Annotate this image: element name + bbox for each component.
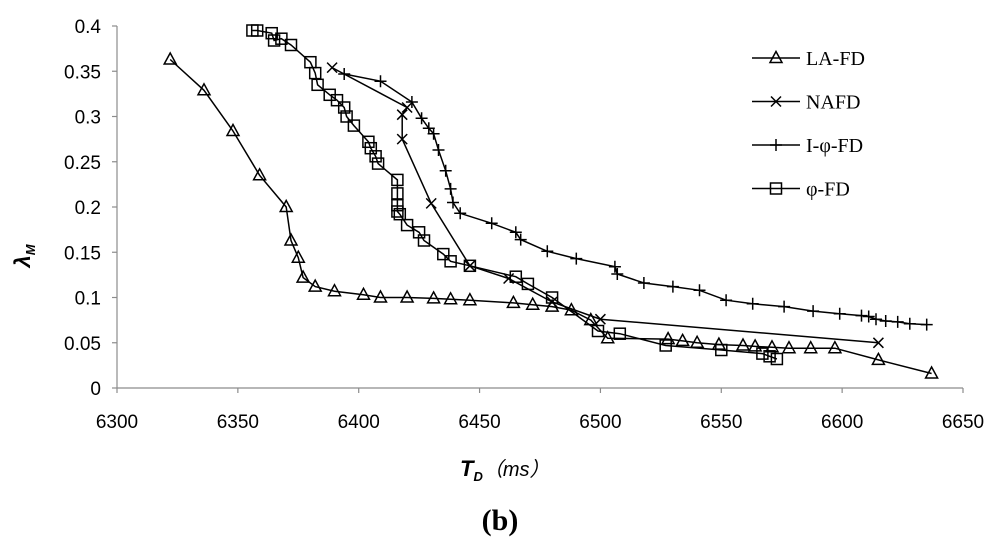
y-tick-label: 0.2 bbox=[75, 198, 101, 219]
data-point-i-fd bbox=[720, 294, 732, 306]
data-point-la-fd bbox=[445, 293, 457, 304]
data-point-la-fd bbox=[428, 292, 440, 303]
data-point-i-fd bbox=[694, 284, 706, 296]
y-tick-label: 0.15 bbox=[64, 243, 101, 264]
y-tick-label: 0.3 bbox=[75, 108, 101, 129]
y-axis-title-sub: M bbox=[23, 243, 38, 255]
figure-caption: (b) bbox=[482, 504, 519, 537]
data-point-nafd bbox=[402, 103, 412, 113]
data-point-la-fd bbox=[662, 333, 674, 344]
legend-label: φ-FD bbox=[806, 179, 850, 201]
data-point-i-fd bbox=[338, 68, 350, 80]
plot-area bbox=[164, 25, 937, 378]
legend-item: I-φ-FD bbox=[752, 135, 863, 157]
x-tick-label: 6350 bbox=[217, 412, 259, 433]
data-point-i-fd bbox=[834, 308, 846, 320]
series-nafd bbox=[327, 63, 883, 348]
data-point-i-fd bbox=[440, 165, 452, 177]
y-axis-title-main: λ bbox=[10, 255, 35, 268]
y-tick-label: 0.35 bbox=[64, 62, 101, 83]
y-tick-label: 0.1 bbox=[75, 289, 101, 310]
data-point-la-fd bbox=[464, 294, 476, 305]
data-point-la-fd bbox=[783, 342, 795, 353]
data-point-la-fd bbox=[805, 342, 817, 353]
legend-label: I-φ-FD bbox=[806, 135, 863, 157]
data-point-i-fd bbox=[447, 197, 459, 209]
data-point-la-fd bbox=[737, 339, 749, 350]
series-fd bbox=[247, 25, 783, 365]
data-point-i-fd bbox=[870, 313, 882, 325]
data-point-i-fd bbox=[445, 183, 457, 195]
data-point-la-fd bbox=[829, 342, 841, 353]
y-axis-title: λM bbox=[10, 243, 38, 268]
data-point-i-fd bbox=[611, 268, 623, 280]
data-point-la-fd bbox=[309, 280, 321, 291]
legend-item: LA-FD bbox=[752, 48, 865, 70]
data-point-i-fd bbox=[892, 316, 904, 328]
y-axis-ticks: 0 0.05 0.1 0.15 0.2 0.25 0.3 0.35 0.4 bbox=[64, 17, 117, 400]
x-tick-label: 6500 bbox=[579, 412, 621, 433]
data-point-i-fd bbox=[880, 315, 892, 327]
data-point-nafd bbox=[547, 297, 557, 307]
data-point-nafd bbox=[327, 63, 337, 73]
data-point-i-fd bbox=[778, 301, 790, 313]
data-point-nafd bbox=[426, 198, 436, 208]
legend-marker bbox=[770, 52, 782, 63]
x-tick-label: 6600 bbox=[821, 412, 863, 433]
series-line-nafd bbox=[332, 68, 878, 343]
legend: LA-FD NAFD I-φ-FD φ-FD bbox=[752, 48, 865, 201]
data-point-i-fd bbox=[433, 144, 445, 156]
axes: 6300 6350 6400 6450 6500 6550 6600 6650 0 0.05 0.… bbox=[64, 17, 984, 433]
legend-marker bbox=[770, 139, 782, 151]
x-axis-ticks: 6300 6350 6400 6450 6500 6550 6600 6650 bbox=[96, 388, 984, 433]
series-line-fd bbox=[252, 31, 777, 360]
data-point-i-fd bbox=[863, 311, 875, 323]
data-point-i-fd bbox=[609, 261, 621, 273]
y-tick-label: 0.4 bbox=[75, 17, 102, 38]
y-tick-label: 0 bbox=[90, 379, 101, 400]
data-point-i-fd bbox=[541, 245, 553, 257]
x-axis-title-rest: （ms） bbox=[483, 458, 550, 481]
data-point-i-fd bbox=[807, 305, 819, 317]
data-point-i-fd bbox=[375, 75, 387, 87]
y-tick-label: 0.05 bbox=[64, 334, 101, 355]
legend-item: φ-FD bbox=[752, 179, 850, 201]
x-tick-label: 6450 bbox=[458, 412, 500, 433]
data-point-i-fd bbox=[570, 253, 582, 265]
data-point-i-fd bbox=[856, 310, 868, 322]
chart: 6300 6350 6400 6450 6500 6550 6600 6650 0 0.05 0.… bbox=[0, 0, 1000, 542]
data-point-i-fd bbox=[486, 217, 498, 229]
data-point-i-fd bbox=[747, 298, 759, 310]
y-tick-label: 0.25 bbox=[64, 153, 101, 174]
legend-label: NAFD bbox=[806, 92, 860, 114]
data-point-i-fd bbox=[638, 277, 650, 289]
data-point-i-fd bbox=[904, 318, 916, 330]
legend-label: LA-FD bbox=[806, 48, 865, 70]
x-axis-title: TD（ms） bbox=[460, 456, 550, 484]
data-point-i-fd bbox=[454, 207, 466, 219]
data-point-i-fd bbox=[416, 112, 428, 124]
x-tick-label: 6300 bbox=[96, 412, 138, 433]
x-tick-label: 6650 bbox=[942, 412, 984, 433]
data-point-la-fd bbox=[401, 291, 413, 302]
data-point-i-fd bbox=[667, 281, 679, 293]
x-tick-label: 6400 bbox=[338, 412, 380, 433]
data-point-i-fd bbox=[921, 319, 933, 331]
legend-item: NAFD bbox=[752, 92, 860, 114]
x-tick-label: 6550 bbox=[700, 412, 742, 433]
